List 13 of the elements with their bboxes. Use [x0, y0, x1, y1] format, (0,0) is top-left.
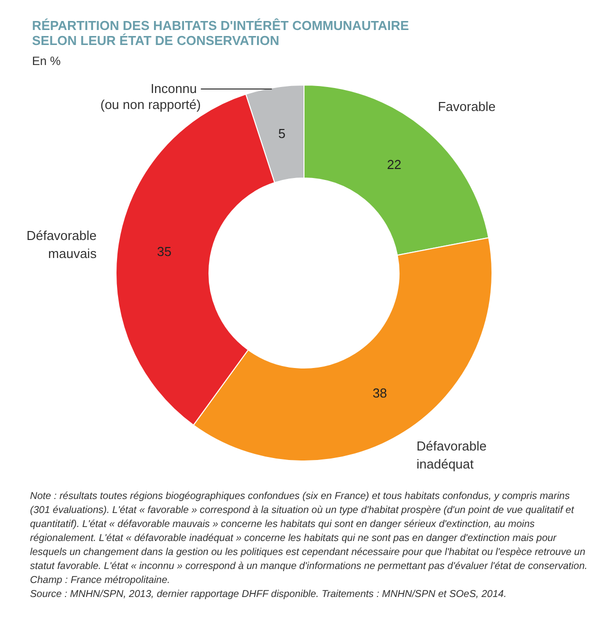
- source-note: Source : MNHN/SPN, 2013, dernier rapportage DHFF disponible. Traitements : MNHN/SPN et SOeS, 2014.: [30, 588, 508, 602]
- chart-subtitle: En %: [32, 54, 62, 68]
- text: Note : résultats toutes régions biogéographiques confondues (six en France) et tous habitats confondus, y compris marins (301 évaluations). L'état « favorable » correspond à la situation où un type d'habitat prospère (d'un point de vue qualitatif et quantitatif). L'état « défavorable mauvais » concerne les habitats qui sont en danger sérieux d'extinction, au moins régionalement. L'état « défavorable inadéquat » concerne les habitats qui ne sont pas en danger d'extinction mais pour lesquels un changement dans la gestion ou les politiques est cependant nécessaire pour que l'habitat ou l'espèce retrouve un statut favorable. L'état « inconnu » correspond à un manque d'informations ne permettant pas d'évaluer l'état de conservation.: [30, 490, 588, 574]
- data-label: 22: [386, 156, 402, 172]
- slice-label: Inconnu (ou non rapporté): [100, 81, 201, 112]
- data-label: 5: [278, 126, 286, 142]
- slice-label: Défavorable inadéquat: [416, 438, 487, 472]
- data-label: 38: [372, 385, 388, 400]
- data-label: 35: [157, 244, 172, 259]
- slice-label: Défavorable mauvais: [26, 228, 98, 262]
- text: Champ : France métropolitaine.: [30, 574, 172, 588]
- slice-label: Favorable: [438, 99, 496, 114]
- chart-title: RÉPARTITION DES HABITATS D'INTÉRÊT COMMUNAUTAIRE SELON LEUR ÉTAT DE CONSERVATION: [32, 18, 410, 48]
